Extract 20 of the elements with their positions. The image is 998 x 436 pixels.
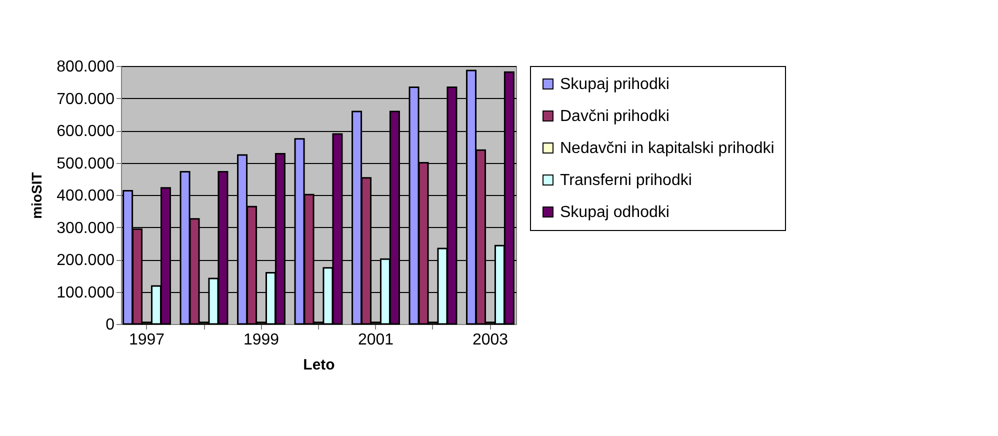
legend-label: Skupaj odhodki <box>560 204 670 221</box>
x-tick-label: 1999 <box>243 332 280 348</box>
legend-label: Nedavčni in kapitalski prihodki <box>560 140 774 157</box>
y-tick-label: 0 <box>106 316 115 334</box>
y-tick-label: 500.000 <box>56 155 115 172</box>
y-tick-label: 400.000 <box>56 188 115 204</box>
y-tick-label: 800.000 <box>56 58 115 76</box>
y-tick-label: 700.000 <box>56 90 115 108</box>
legend-label: Skupaj prihodki <box>560 76 670 93</box>
x-axis-title: Leto <box>303 356 335 374</box>
y-axis-title: mioSIT <box>28 172 45 219</box>
legend-label: Transferni prihodki <box>560 172 692 189</box>
y-tick-label: 100.000 <box>56 284 115 302</box>
y-tick-label: 300.000 <box>56 220 115 237</box>
y-tick-label: 200.000 <box>56 252 115 269</box>
x-tick-label: 1997 <box>128 332 165 348</box>
y-tick-label: 600.000 <box>56 123 115 140</box>
x-tick-label: 2001 <box>358 332 394 348</box>
x-tick-label: 2003 <box>472 332 508 348</box>
legend-label: Davčni prihodki <box>560 108 670 125</box>
